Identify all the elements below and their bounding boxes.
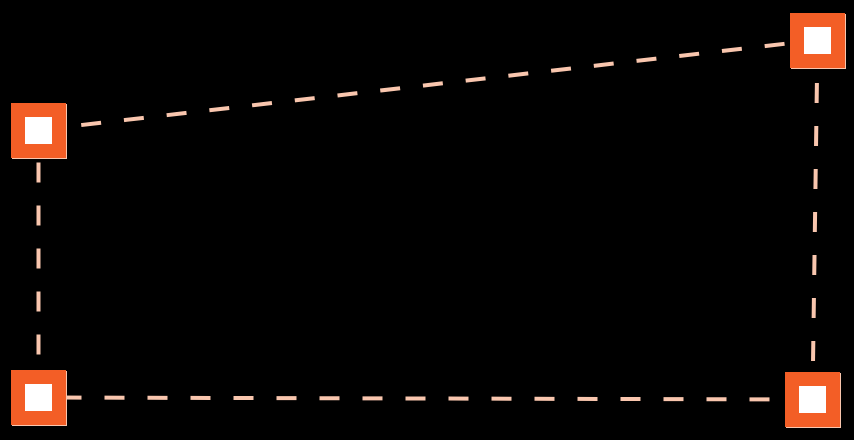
selection-outline-edge-top-left-to-top-right [38,38,818,132]
corner-handle-bottom-left[interactable] [11,370,66,425]
corner-handle-top-left[interactable] [11,102,66,158]
corner-handle-inner-square [804,27,831,54]
corner-handle-top-right[interactable] [790,12,845,68]
selection-outline-edge-bottom-right-to-bottom-left [38,395,813,402]
corner-handle-inner-square [25,117,52,144]
selection-outline-edge-top-right-to-bottom-right [810,39,820,400]
corner-handle-inner-square [799,386,826,413]
corner-handle-inner-square [25,384,52,411]
corner-handle-bottom-right[interactable] [785,372,840,427]
